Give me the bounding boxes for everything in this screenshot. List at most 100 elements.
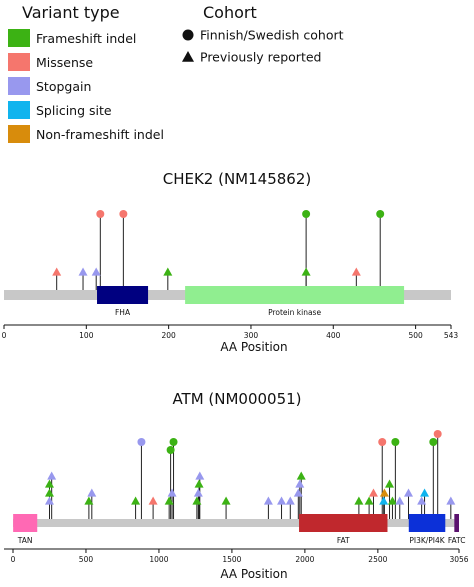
x-tick-label: 200 [161,331,176,340]
variant-marker-triangle [44,496,54,505]
variant-marker-circle [378,438,387,446]
domain-pi3k-pi4k [408,514,446,532]
variant-marker-circle [433,430,442,438]
legend-swatch-missense [8,53,30,71]
domain-fha [97,286,149,304]
variant-marker-circle [376,210,385,218]
variant-marker-triangle [167,488,177,497]
variant-marker-triangle [295,479,305,488]
variant-marker-triangle [351,267,361,276]
chek2-plot: CHEK2 (NM145862) FHA Protein kinase 0 100 200… [2,170,459,354]
variant-marker-triangle [84,496,94,505]
x-tick-label: 400 [326,331,341,340]
variant-marker-triangle [44,488,54,497]
variant-marker-triangle [385,479,395,488]
legend-label-stopgain: Stopgain [36,79,91,94]
legend-marker-triangle [182,51,194,62]
x-tick-label: 500 [79,555,94,564]
variant-marker-circle [169,438,178,446]
legend-variant-title: Variant type [22,3,120,22]
x-tick-label: 543 [444,331,459,340]
variant-marker-triangle [47,471,57,480]
x-tick-label: 0 [2,331,7,340]
x-tick-label: 0 [11,555,16,564]
legend-label-nonframeshift: Non-frameshift indel [36,127,164,142]
domain-label: FAT [337,536,350,545]
variant-marker-triangle [87,488,97,497]
x-tick-label: 300 [244,331,259,340]
variant-marker-triangle [296,471,306,480]
x-axis-label: AA Position [220,340,287,354]
variant-marker-circle [137,438,146,446]
domain-label: FATC [448,536,466,545]
variant-marker-triangle [285,496,295,505]
plot-title: ATM (NM000051) [172,390,301,408]
plot-title: CHEK2 (NM145862) [163,170,312,188]
variant-marker-triangle [192,496,202,505]
legend-label-finnish: Finnish/Swedish cohort [200,28,344,43]
variant-marker-triangle [131,496,141,505]
variant-marker-triangle [354,496,364,505]
variant-marker-triangle [379,496,389,505]
x-tick-label: 2500 [368,555,387,564]
variant-marker-triangle [78,267,88,276]
x-tick-label: 3056 [449,555,468,564]
variant-marker-triangle [420,488,430,497]
variant-marker-triangle [387,496,397,505]
variant-marker-triangle [148,496,158,505]
x-tick-label: 100 [79,331,94,340]
variant-marker-triangle [368,488,378,497]
variant-marker-triangle [195,471,205,480]
atm-plot: ATM (NM000051) TAN FAT PI3K/PI4K FATC 0 500 100… [4,390,469,581]
legend-swatch-splicing [8,101,30,119]
domain-protein-kinase [185,286,405,304]
variant-marker-circle [429,438,438,446]
variant-marker-triangle [404,488,414,497]
legend-swatch-nonframeshift [8,125,30,143]
variant-marker-triangle [417,496,427,505]
domain-label: PI3K/PI4K [409,536,445,545]
legend-label-frameshift: Frameshift indel [36,31,136,46]
domain-label: Protein kinase [268,308,321,317]
variant-marker-circle [166,446,175,454]
x-axis-label: AA Position [220,567,287,581]
variant-marker-triangle [52,267,62,276]
variant-marker-triangle [395,496,405,505]
variant-marker-triangle [91,267,101,276]
variant-marker-circle [96,210,105,218]
variant-marker-triangle [44,479,54,488]
variant-marker-triangle [263,496,273,505]
variant-marker-triangle [194,479,204,488]
legend-label-missense: Missense [36,55,93,70]
variant-marker-circle [302,210,311,218]
variant-marker-triangle [221,496,231,505]
legend-label-splicing: Splicing site [36,103,112,118]
variant-marker-triangle [277,496,287,505]
variant-marker-triangle [164,496,174,505]
domain-tan [13,514,38,532]
variant-marker-circle [391,438,400,446]
variant-marker-circle [119,210,128,218]
variant-marker-triangle [301,267,311,276]
variant-marker-triangle [163,267,173,276]
domain-label: TAN [17,536,33,545]
variant-marker-triangle [446,496,456,505]
legend-cohort-title: Cohort [203,3,257,22]
legend-swatch-frameshift [8,29,30,47]
protein-backbone [13,519,459,527]
x-tick-label: 500 [408,331,423,340]
variant-marker-triangle [193,488,203,497]
domain-label: FHA [115,308,131,317]
variant-marker-triangle [364,496,374,505]
x-tick-label: 1500 [222,555,241,564]
x-tick-label: 2000 [295,555,314,564]
legend-label-previous: Previously reported [200,50,321,65]
legend-swatch-stopgain [8,77,30,95]
domain-fat [299,514,388,532]
legend-marker-circle [182,29,194,41]
x-tick-label: 1000 [149,555,168,564]
variant-marker-triangle [379,488,389,497]
variant-marker-triangle [293,488,303,497]
domain-fatc [454,514,459,532]
